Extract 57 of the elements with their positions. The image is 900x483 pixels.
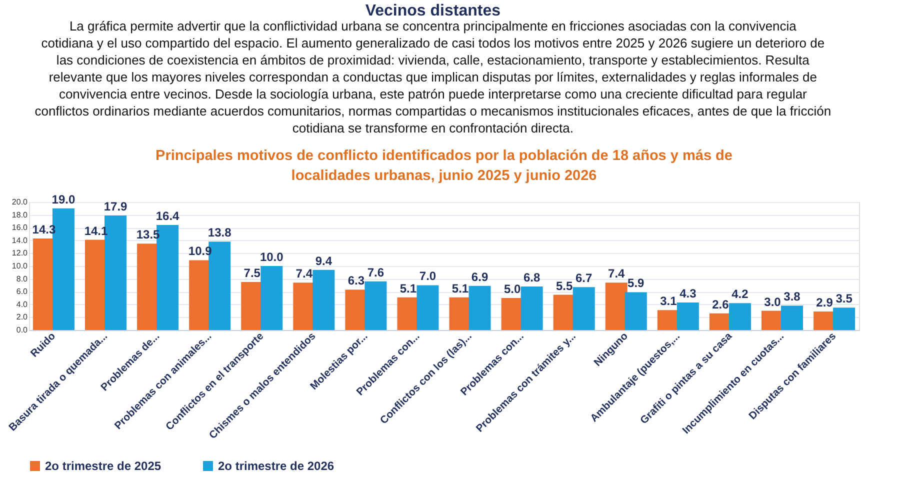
y-tick-label: 14.0: [12, 236, 28, 245]
y-tick-label: 0.0: [16, 326, 28, 334]
bar: [605, 282, 628, 330]
data-label: 4.2: [732, 287, 749, 302]
data-label: 5.0: [504, 282, 521, 296]
y-tick-label: 16.0: [12, 223, 28, 232]
bar: [728, 303, 751, 330]
bar: [781, 306, 803, 330]
y-tick-label: 8.0: [16, 274, 28, 284]
data-label: 5.5: [556, 278, 573, 293]
data-label: 2.9: [816, 295, 834, 310]
text: La gráfica permite advertir que la conflictividad urbana se concentra principalmente en fricciones asociadas con la convivencia cotidiana y el uso compartido del espacio. El aumento generalizado de casi todos los motivos entre 2025 y 2026 sugiere un deterioro de las condiciones de coexistencia en ámbitos de proximidad: vivienda, calle, estacionamiento, transporte y establecimientos. Resulta relevante que los mayores niveles correspondan a conductas que implican disputas por límites, externalidades y reglas informales de convivencia entre vecinos. Desde la sociología urbana, este patrón puede interpretarse como una creciente dificultad para regular conflictos ordinarios mediante acuerdos comunitarios, normas compartidas o mecanismos institucionales eficaces, antes de que la fricción cotidiana se transforme en confrontación directa.: [34, 18, 832, 136]
data-label: 9.4: [315, 254, 332, 268]
y-tick-label: 18.0: [12, 210, 28, 220]
y-tick-label: 6.0: [16, 287, 28, 296]
data-label: 16.4: [156, 209, 180, 224]
data-label: 7.6: [367, 265, 384, 280]
data-label: 6.7: [576, 271, 593, 286]
bar: [833, 308, 856, 330]
data-label: 6.3: [348, 274, 365, 288]
data-label: 3.0: [764, 294, 782, 309]
y-tick-label: 2.0: [16, 312, 28, 322]
legend-label: 2o trimestre de 2025: [45, 459, 162, 473]
data-label: 3.1: [660, 294, 678, 308]
data-label: 6.8: [523, 270, 540, 284]
y-tick-label: 20.0: [12, 198, 28, 206]
y-tick-label: 4.0: [16, 300, 28, 309]
data-label: 3.5: [836, 292, 853, 306]
bar: [520, 286, 543, 330]
bar: [260, 266, 283, 330]
data-label: 13.8: [208, 226, 232, 240]
y-tick-label: 10.0: [12, 262, 28, 270]
bar: [416, 285, 439, 330]
y-tick-label: 12.0: [12, 248, 28, 258]
data-label: 5.1: [400, 281, 417, 296]
data-label: 5.1: [452, 281, 469, 296]
data-label: 19.0: [52, 192, 76, 206]
data-label: 7.0: [419, 269, 436, 284]
data-label: 6.9: [471, 270, 488, 284]
data-label: 7.4: [608, 266, 626, 281]
data-label: 4.3: [680, 286, 697, 300]
bar: [572, 287, 595, 330]
data-label: 5.9: [628, 276, 645, 290]
bar: [312, 270, 335, 330]
chart-title: Vecinos distantes: [365, 2, 501, 20]
data-label: 17.9: [104, 199, 128, 214]
chart-subtitle: Principales motivos de conflicto identificados por la población de 18 años y más de localidades urbanas, junio 2025 y junio 2026: [156, 148, 732, 184]
data-label: 7.5: [244, 266, 261, 280]
data-label: 2.6: [712, 297, 730, 312]
bar: [364, 281, 387, 330]
bar: [468, 286, 491, 330]
legend-label: 2o trimestre de 2026: [218, 459, 334, 473]
bar: [624, 292, 647, 330]
bar: [676, 302, 699, 330]
data-label: 10.0: [260, 250, 284, 264]
data-label: 3.8: [784, 290, 801, 304]
data-label: 7.4: [296, 266, 313, 281]
